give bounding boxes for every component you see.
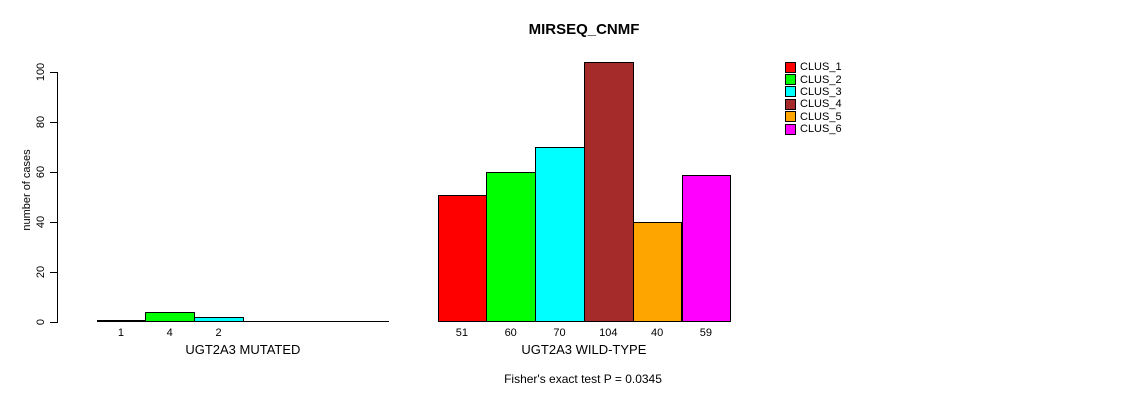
bar-clus_5 [632,222,683,322]
y-tick-label: 60 [35,165,47,179]
legend-row: CLUS_6 [785,123,842,135]
legend-row: CLUS_1 [785,61,842,73]
legend-label: CLUS_2 [800,73,842,86]
y-tick-label: 80 [35,115,47,129]
bar-value-label: 51 [455,327,469,339]
bar-value-label: 2 [215,327,222,339]
legend-row: CLUS_3 [785,86,842,98]
legend-row: CLUS_4 [785,98,842,110]
legend-label: CLUS_4 [800,98,842,111]
bar-value-label: 70 [553,327,566,339]
bar-value-label: 4 [166,327,173,339]
legend-label: CLUS_6 [800,123,842,136]
bar-clus_6 [681,174,732,322]
legend-swatch-icon [785,74,796,86]
y-axis-line [57,72,58,323]
bar-value-label: 60 [504,327,517,339]
bar-clus_3 [535,147,585,322]
bar-clus_1 [437,194,488,322]
y-tick-mark [50,222,57,223]
y-tick-label: 100 [35,62,47,82]
legend-swatch-icon [785,111,796,123]
x-axis-group-label: UGT2A3 MUTATED [185,342,301,357]
legend-label: CLUS_5 [800,110,842,123]
legend-swatch-icon [785,86,796,98]
legend-row: CLUS_2 [785,73,842,86]
chart-title: MIRSEQ_CNMF [528,21,640,38]
legend: CLUS_1 CLUS_2 CLUS_3 CLUS_4 CLUS_5 CLUS_6 [785,61,842,135]
y-tick-label: 0 [35,318,47,326]
fisher-test-annotation: Fisher's exact test P = 0.0345 [504,372,662,386]
x-axis-group-label: UGT2A3 WILD-TYPE [521,342,647,357]
bar-clus_2 [145,312,196,322]
y-tick-mark [50,272,57,273]
bar-clus_2 [486,172,537,322]
legend-swatch-icon [785,61,796,73]
legend-swatch-icon [785,123,796,135]
y-tick-label: 20 [35,265,47,279]
legend-row: CLUS_5 [785,111,842,123]
y-axis-label: number of cases [21,149,33,231]
bar-clus_1 [96,319,147,322]
y-tick-mark [50,172,57,173]
legend-label: CLUS_3 [800,85,842,98]
legend-swatch-icon [785,98,796,110]
y-tick-mark [50,72,57,73]
bar-value-label: 104 [599,327,618,339]
y-tick-mark [50,122,57,123]
y-tick-mark [50,322,57,323]
bar-value-label: 40 [650,327,664,339]
y-tick-label: 40 [35,215,47,229]
bar-clus_3 [194,317,244,322]
legend-label: CLUS_1 [800,61,842,74]
bar-clus_4 [583,62,634,322]
bar-value-label: 1 [117,327,124,339]
bar-value-label: 59 [699,327,713,339]
